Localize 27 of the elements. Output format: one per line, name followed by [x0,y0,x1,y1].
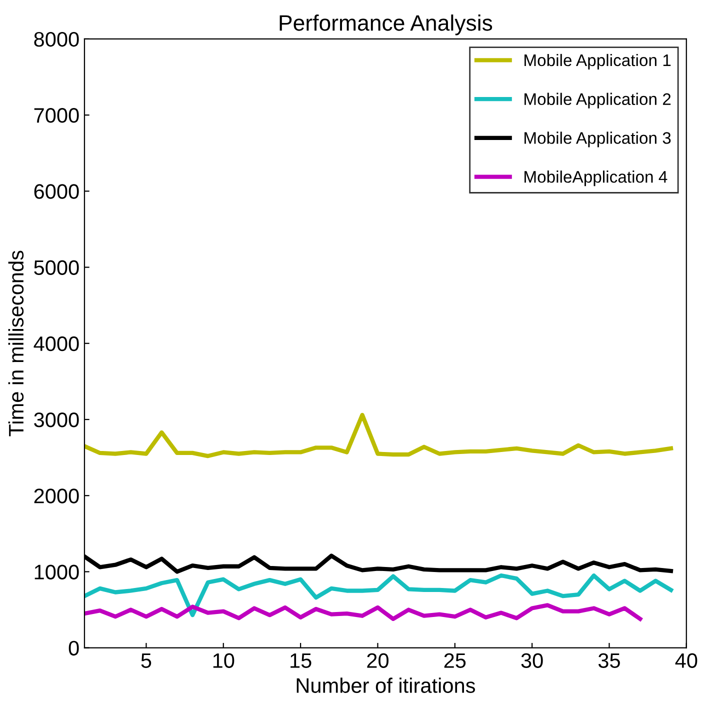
y-tick-label: 8000 [34,32,79,47]
x-axis-title: Number of itirations [296,678,476,693]
x-tick-label: 25 [444,653,466,668]
legend-label: Mobile Application 2 [524,92,671,108]
y-tick-label: 4000 [34,336,79,352]
x-tick-label: 15 [290,653,312,668]
x-tick-label: 10 [213,653,234,668]
y-tick-label: 3000 [34,412,79,428]
line-series [84,412,674,458]
x-tick-label: 30 [521,653,543,668]
x-tick-label: 40 [675,653,698,668]
legend-label: Mobile Application 3 [524,132,671,148]
legend-label: MobileApplication 4 [524,170,668,186]
y-axis-title: Time in milliseconds [8,250,24,436]
chart-title: Performance Analysis [280,14,492,36]
line-series [84,603,642,621]
line-series [84,573,674,618]
y-tick-label: 7000 [34,108,79,123]
y-tick-label: 5000 [34,260,79,276]
x-tick-label: 5 [141,653,152,668]
x-tick-label: 35 [598,653,620,668]
y-tick-label: 1000 [34,564,79,580]
y-tick-label: 6000 [34,184,79,199]
x-tick-label: 20 [367,653,388,668]
y-tick-label: 0 [68,640,79,656]
y-tick-label: 2000 [34,488,79,504]
legend-label: Mobile Application 1 [524,54,671,70]
